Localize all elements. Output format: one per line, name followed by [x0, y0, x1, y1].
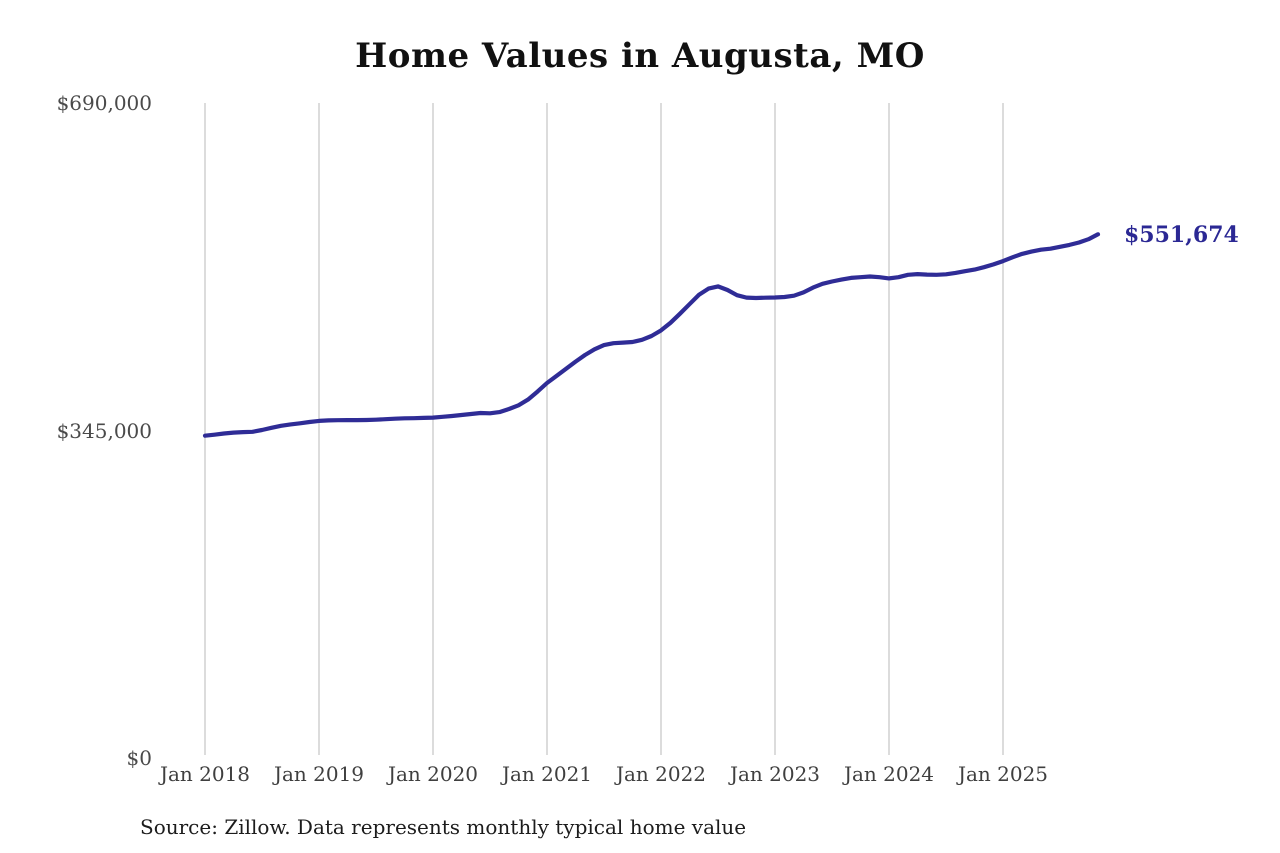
- x-axis-tick-label: Jan 2020: [387, 762, 479, 786]
- source-note: Source: Zillow. Data represents monthly …: [140, 815, 747, 839]
- x-axis-tick-label: Jan 2021: [501, 762, 593, 786]
- x-axis-tick-label: Jan 2018: [159, 762, 251, 786]
- home-value-line: [202, 232, 1101, 438]
- x-axis-tick-label: Jan 2022: [615, 762, 707, 786]
- y-axis-tick-label: $690,000: [56, 91, 152, 115]
- x-axis-tick-label: Jan 2019: [273, 762, 365, 786]
- x-axis-tick-label: Jan 2023: [729, 762, 821, 786]
- y-axis-tick-label: $0: [126, 746, 152, 770]
- end-value-label: $551,674: [1124, 222, 1239, 249]
- chart-title: Home Values in Augusta, MO: [355, 36, 925, 76]
- x-axis-tick-label: Jan 2024: [843, 762, 935, 786]
- x-axis-tick-label: Jan 2025: [957, 762, 1049, 786]
- y-axis-tick-label: $345,000: [56, 418, 152, 443]
